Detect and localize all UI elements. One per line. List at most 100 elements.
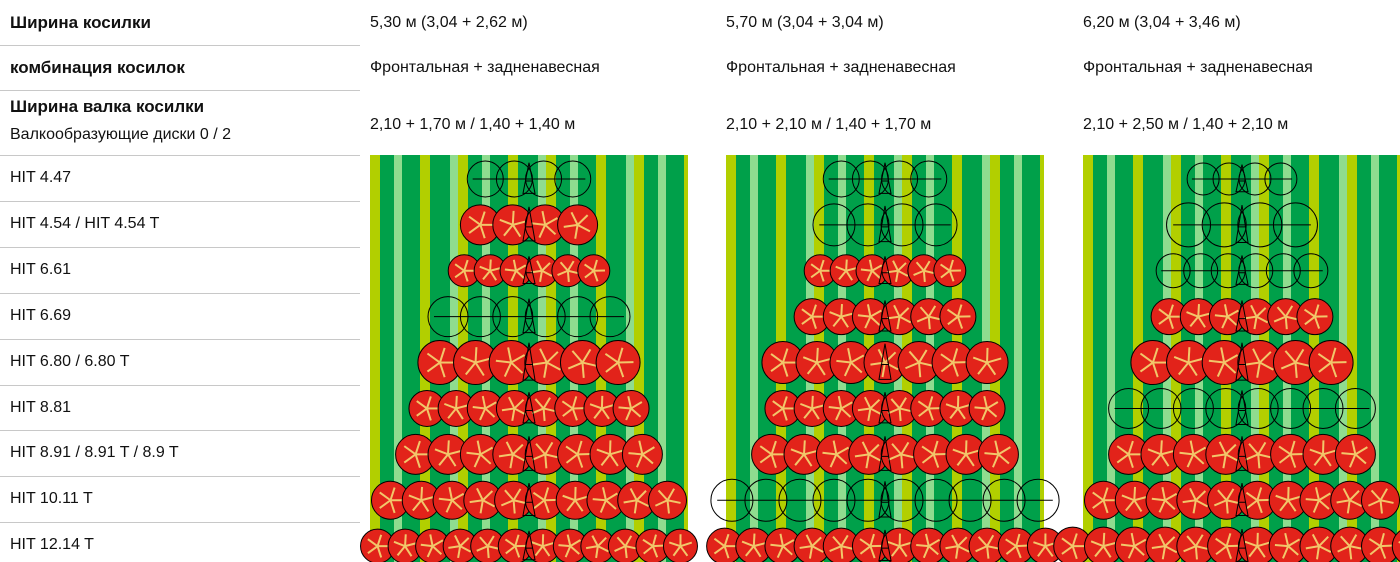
disc-knife bbox=[803, 440, 806, 455]
disc-knife bbox=[1284, 532, 1290, 547]
disc-knife bbox=[1256, 487, 1263, 501]
disc-knife bbox=[544, 453, 560, 459]
disc-knife bbox=[1218, 441, 1227, 455]
disc-knife bbox=[561, 400, 574, 410]
disc-knife bbox=[599, 499, 607, 513]
disc-knife bbox=[515, 270, 525, 280]
disc-knife bbox=[811, 545, 824, 553]
disc-knife bbox=[627, 395, 633, 409]
field-stripe bbox=[658, 155, 666, 562]
disc-knife bbox=[466, 451, 481, 456]
disc-knife bbox=[759, 453, 773, 464]
tractor-hitch bbox=[522, 342, 536, 381]
disc-knife bbox=[1287, 538, 1301, 548]
disc-knife bbox=[680, 541, 693, 548]
tractor-hitch bbox=[522, 298, 536, 334]
disc-knife bbox=[1016, 544, 1029, 548]
disc-knife bbox=[956, 304, 963, 317]
disc-knife bbox=[1273, 315, 1287, 323]
disc-knife bbox=[1294, 348, 1305, 364]
disc-knife bbox=[1133, 545, 1145, 556]
tractor-hitch bbox=[878, 481, 892, 518]
disc-knife bbox=[1316, 546, 1320, 560]
disc-knife bbox=[1223, 304, 1229, 317]
disc-knife bbox=[543, 362, 548, 378]
row-separator bbox=[0, 90, 360, 91]
disc-knife bbox=[893, 304, 901, 318]
disc-knife bbox=[500, 499, 514, 507]
row-separator bbox=[0, 430, 360, 432]
disc-knife bbox=[1158, 315, 1170, 325]
tractor-hitch bbox=[1235, 390, 1249, 425]
disc-knife bbox=[539, 348, 548, 363]
disc-knife bbox=[605, 492, 618, 502]
disc-knife bbox=[1160, 453, 1170, 467]
tractor-hitch bbox=[1235, 528, 1249, 562]
disc-knife bbox=[854, 453, 869, 458]
disc-knife bbox=[837, 395, 843, 409]
disc-knife bbox=[869, 309, 882, 318]
disc-knife bbox=[667, 499, 681, 504]
disc-knife bbox=[1222, 454, 1227, 469]
disc-knife bbox=[1255, 307, 1267, 318]
mower-disc bbox=[1205, 387, 1247, 429]
mower-disc bbox=[910, 160, 948, 198]
disc-knife bbox=[576, 454, 584, 468]
disc-knife bbox=[489, 266, 502, 272]
disc-knife bbox=[511, 408, 516, 422]
mower-disc bbox=[427, 296, 469, 338]
disc-knife bbox=[986, 546, 990, 559]
disc-knife bbox=[945, 545, 959, 550]
disc-knife bbox=[403, 453, 417, 464]
disc-knife bbox=[900, 441, 910, 455]
disc-knife bbox=[416, 400, 428, 410]
disc-knife bbox=[1139, 352, 1154, 364]
disc-knife bbox=[604, 353, 619, 364]
disc-knife bbox=[1259, 361, 1274, 371]
disc-knife bbox=[1151, 347, 1159, 363]
disc-knife bbox=[745, 545, 755, 557]
disc-knife bbox=[1289, 454, 1297, 468]
disc-knife bbox=[1336, 499, 1350, 504]
field-stripe bbox=[1371, 155, 1379, 562]
disc-knife bbox=[557, 269, 569, 277]
mower-disc bbox=[744, 478, 788, 522]
disc-knife bbox=[463, 259, 469, 272]
disc-knife bbox=[1102, 532, 1106, 547]
disc-knife bbox=[1309, 448, 1324, 456]
disc-knife bbox=[921, 453, 935, 464]
disc-knife bbox=[781, 362, 789, 377]
disc-knife bbox=[927, 408, 934, 421]
disc-knife bbox=[605, 499, 617, 510]
disc-knife bbox=[591, 535, 599, 547]
disc-knife bbox=[1284, 350, 1297, 364]
disc-knife bbox=[1168, 304, 1174, 317]
disc-knife bbox=[625, 408, 632, 421]
disc-knife bbox=[654, 499, 668, 507]
disc-knife bbox=[534, 545, 544, 557]
disc-knife bbox=[927, 316, 931, 330]
model-name: HIT 10.11 T bbox=[10, 490, 93, 508]
mower-disc bbox=[1302, 387, 1344, 429]
cell-value: Фронтальная + задненавесная bbox=[370, 59, 600, 76]
tractor-hitch bbox=[1235, 342, 1249, 381]
disc-knife bbox=[1256, 545, 1266, 558]
disc-knife bbox=[1284, 316, 1288, 330]
disc-knife bbox=[1161, 487, 1167, 501]
disc-knife bbox=[850, 361, 863, 374]
disc-knife bbox=[1133, 499, 1143, 512]
disc-knife bbox=[1116, 445, 1130, 456]
cell-value: 2,10 + 2,50 м / 1,40 + 2,10 м bbox=[1083, 116, 1289, 133]
mower-disc bbox=[710, 478, 754, 522]
disc-knife bbox=[899, 407, 913, 413]
mower-disc bbox=[1016, 478, 1060, 522]
mower-disc bbox=[554, 160, 592, 198]
disc-knife bbox=[806, 361, 818, 375]
disc-knife bbox=[584, 269, 595, 279]
disc-knife bbox=[923, 260, 931, 272]
disc-knife bbox=[459, 537, 470, 547]
disc-knife bbox=[1160, 440, 1163, 455]
disc-knife bbox=[609, 453, 619, 467]
disc-knife bbox=[835, 265, 847, 272]
disc-knife bbox=[957, 545, 970, 553]
